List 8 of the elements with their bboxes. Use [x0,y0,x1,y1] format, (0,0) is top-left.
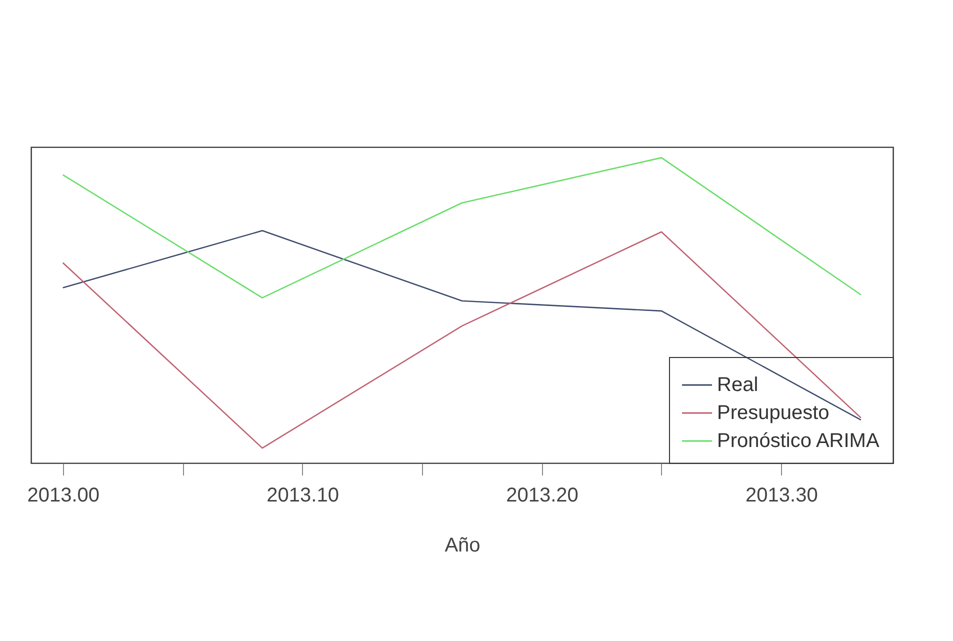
x-tick-label: 2013.20 [506,484,578,506]
x-tick-label: 2013.00 [27,484,100,506]
legend-label: Pronóstico ARIMA [717,430,880,452]
x-axis-title: Año [444,534,480,556]
x-tick-label: 2013.30 [746,484,818,506]
legend-label: Presupuesto [717,402,830,424]
legend-label: Real [717,374,758,396]
x-tick-label: 2013.10 [266,484,339,506]
